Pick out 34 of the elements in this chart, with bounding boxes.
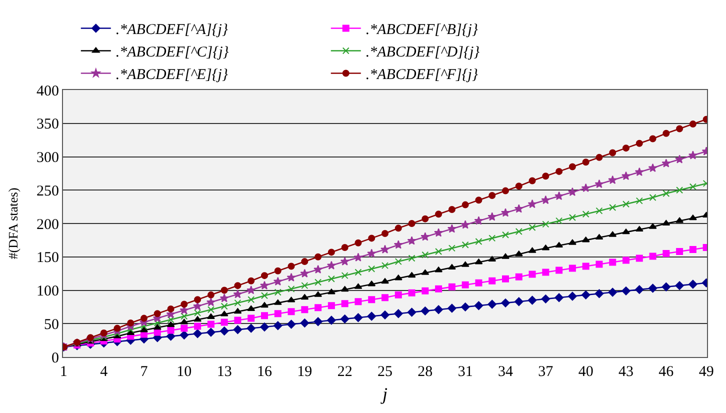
legend-label: .*ABCDEF[^E]{j} xyxy=(116,67,228,84)
x-tick-label: 49 xyxy=(698,364,714,380)
y-tick-label: 350 xyxy=(36,116,59,133)
y-tick-label: 50 xyxy=(44,316,59,333)
x-tick-label: 28 xyxy=(418,364,433,380)
x-tick-label: 7 xyxy=(140,364,148,380)
y-tick-label: 300 xyxy=(36,150,59,166)
x-tick-label: 1 xyxy=(60,364,68,380)
x-tick-label: 19 xyxy=(297,364,312,380)
x-tick-label: 4 xyxy=(100,364,108,380)
x-tick-label: 10 xyxy=(176,364,192,380)
y-tick-label: 0 xyxy=(52,350,59,366)
x-tick-label: 40 xyxy=(578,364,594,380)
x-tick-label: 43 xyxy=(618,364,634,380)
y-tick-label: 150 xyxy=(36,250,59,266)
x-tick-label: 31 xyxy=(458,364,473,380)
legend-label: .*ABCDEF[^D]{j} xyxy=(366,44,480,61)
x-tick-label: 46 xyxy=(658,364,674,380)
legend-label: .*ABCDEF[^C]{j} xyxy=(116,44,229,61)
y-tick-label: 100 xyxy=(36,284,59,300)
x-tick-label: 34 xyxy=(498,364,514,380)
x-tick-label: 25 xyxy=(378,364,392,380)
y-tick-label: 250 xyxy=(36,183,59,200)
y-tick-label: 200 xyxy=(36,216,59,233)
legend-label: .*ABCDEF[^F]{j} xyxy=(366,67,478,84)
y-tick-label: 400 xyxy=(36,83,59,100)
x-tick-label: 13 xyxy=(216,364,232,380)
x-tick-label: 22 xyxy=(337,364,352,380)
legend-label: .*ABCDEF[^A]{j} xyxy=(116,22,228,38)
x-tick-label: 37 xyxy=(538,364,554,380)
x-axis-title: j xyxy=(380,384,388,404)
y-axis-title: #(DFA states) xyxy=(5,188,20,260)
legend-label: .*ABCDEF[^B]{j} xyxy=(366,22,478,38)
x-tick-label: 16 xyxy=(257,364,272,380)
